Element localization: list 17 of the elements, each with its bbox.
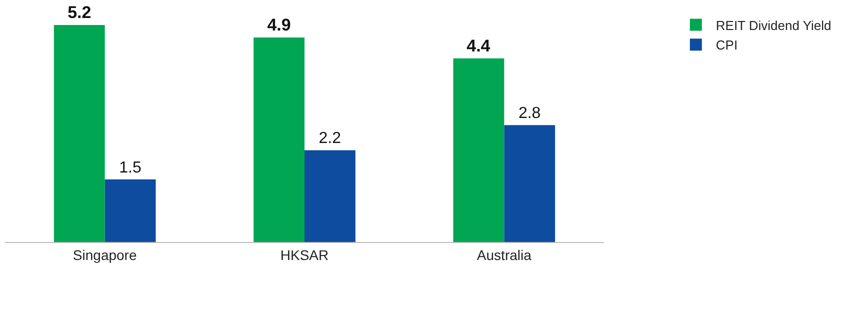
bar xyxy=(54,25,105,242)
legend-label: CPI xyxy=(716,38,738,53)
data-label: 1.5 xyxy=(119,159,142,176)
legend-label: REIT Dividend Yield xyxy=(716,18,832,33)
data-label: 4.4 xyxy=(466,36,491,56)
data-label: 2.8 xyxy=(518,105,541,122)
x-tick-label: Australia xyxy=(476,246,532,263)
bar xyxy=(504,125,556,242)
x-tick-label: HKSAR xyxy=(280,246,329,263)
x-tick-label: Singapore xyxy=(72,246,137,263)
bar xyxy=(104,179,156,242)
data-label: 2.2 xyxy=(318,130,342,148)
bar xyxy=(254,38,304,242)
bar xyxy=(304,150,356,242)
bar xyxy=(453,58,504,242)
data-label: 4.9 xyxy=(267,16,291,35)
data-label: 5.2 xyxy=(68,3,92,22)
